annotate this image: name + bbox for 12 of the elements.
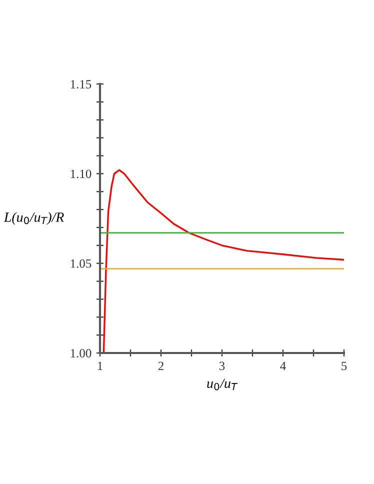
line-series [102,169,344,353]
x-tick-label: 5 [342,362,347,370]
x-tick-label: 3 [219,362,225,370]
y-tick-label: 1.05 [70,259,92,268]
x-axis-title: u$_{0}$/u$_{T}$ [207,378,238,390]
x-tick-label: 4 [280,362,286,370]
y-tick-label: 1.15 [70,80,92,89]
y-tick-label: 1.00 [70,349,92,358]
y-tick-label: 1.10 [70,170,92,178]
y-axis-title: L(u$_{0}$/u$_{T}$)/R [4,212,64,225]
x-tick-label: 1 [98,362,102,370]
x-tick-label: 2 [158,362,164,370]
